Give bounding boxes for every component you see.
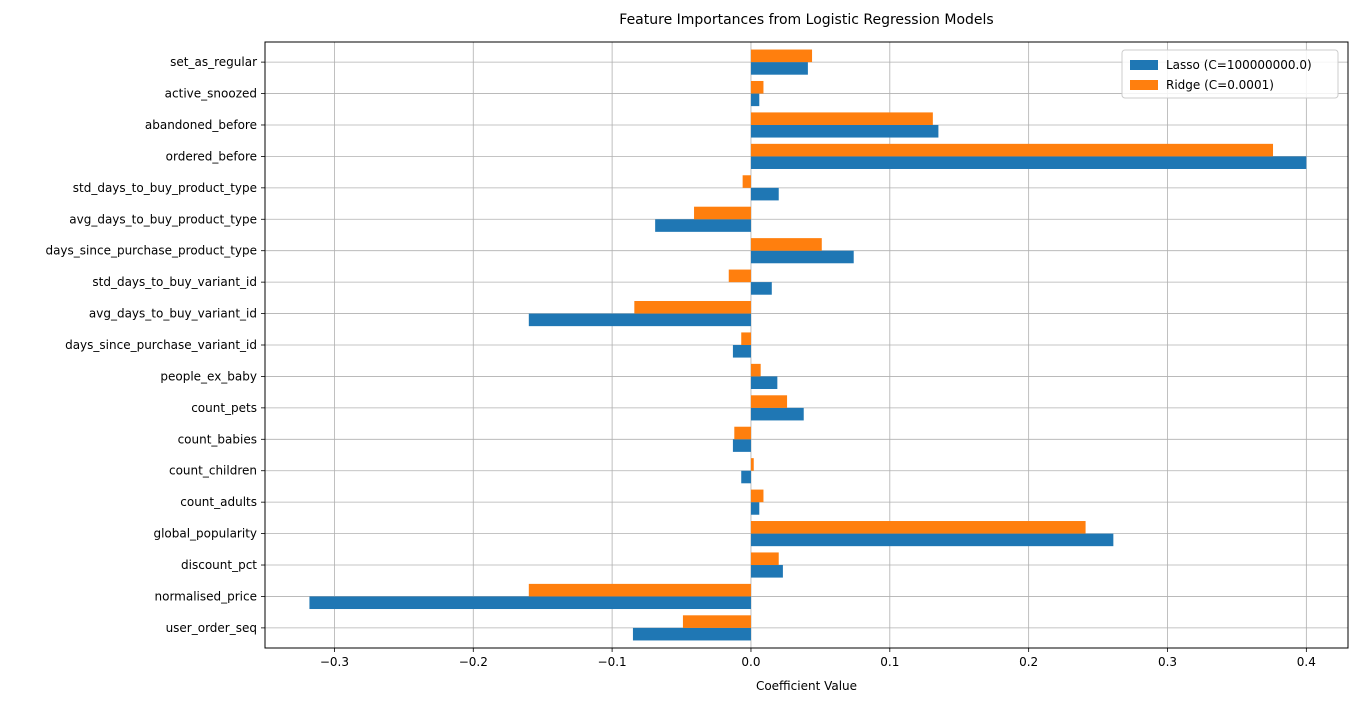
- y-tick-label-count-children: count_children: [169, 464, 257, 478]
- y-tick-label-people-ex-baby: people_ex_baby: [160, 369, 257, 383]
- bar-ridge-people-ex-baby: [750, 363, 761, 377]
- legend: Lasso (C=100000000.0) Ridge (C=0.0001): [1121, 49, 1339, 99]
- y-tick-label-count-adults: count_adults: [180, 495, 257, 509]
- x-tick-label: −0.1: [598, 655, 627, 669]
- bar-lasso-count-babies: [732, 439, 751, 452]
- bar-lasso-discount-pct: [750, 565, 783, 578]
- bar-ridge-count-pets: [750, 395, 788, 408]
- bar-ridge-days-since-purchase-variant-id: [741, 332, 751, 345]
- y-tick-label-std-days-to-buy-product-type: std_days_to_buy_product_type: [73, 181, 257, 195]
- x-tick-label: 0.2: [1019, 655, 1038, 669]
- bar-lasso-days-since-purchase-variant-id: [732, 345, 751, 358]
- bar-lasso-avg-days-to-buy-product-type: [655, 219, 751, 232]
- axis-ticks: −0.3 −0.2 −0.1 0.0 0.1 0.2 0.3 0.4 user_order_se…: [45, 55, 1315, 669]
- legend-swatch-lasso: [1130, 60, 1158, 70]
- bar-lasso-ordered-before: [750, 156, 1307, 169]
- bar-ridge-avg-days-to-buy-variant-id: [634, 300, 751, 314]
- bar-lasso-count-adults: [750, 502, 760, 515]
- bar-ridge-count-children: [750, 458, 754, 471]
- bar-lasso-normalised-price: [309, 596, 751, 610]
- bar-ridge-days-since-purchase-product-type: [750, 238, 822, 251]
- bar-ridge-std-days-to-buy-product-type: [742, 175, 751, 188]
- bar-ridge-normalised-price: [528, 583, 751, 597]
- y-tick-label-set-as-regular: set_as_regular: [170, 55, 257, 69]
- bar-lasso-avg-days-to-buy-variant-id: [528, 313, 751, 327]
- bar-ridge-discount-pct: [750, 552, 779, 566]
- bar-ridge-count-adults: [750, 489, 764, 503]
- y-tick-label-global-popularity: global_popularity: [153, 527, 257, 541]
- y-tick-label-days-since-purchase-variant-id: days_since_purchase_variant_id: [65, 338, 257, 352]
- x-tick-label: 0.1: [880, 655, 899, 669]
- y-tick-label-user-order-seq: user_order_seq: [166, 621, 257, 635]
- x-tick-label: 0.4: [1297, 655, 1316, 669]
- x-tick-label: −0.2: [459, 655, 488, 669]
- bar-ridge-set-as-regular: [750, 49, 813, 63]
- y-tick-label-count-babies: count_babies: [178, 432, 257, 446]
- bar-ridge-std-days-to-buy-variant-id: [728, 269, 751, 283]
- legend-swatch-ridge: [1130, 80, 1158, 90]
- bar-lasso-days-since-purchase-product-type: [750, 250, 854, 264]
- x-axis-label: Coefficient Value: [756, 679, 857, 693]
- y-tick-label-avg-days-to-buy-product-type: avg_days_to_buy_product_type: [69, 212, 257, 226]
- bar-lasso-active-snoozed: [750, 93, 760, 107]
- legend-label-ridge: Ridge (C=0.0001): [1166, 78, 1274, 92]
- bar-lasso-user-order-seq: [632, 627, 751, 641]
- bar-ridge-avg-days-to-buy-product-type: [694, 206, 751, 220]
- y-tick-label-avg-days-to-buy-variant-id: avg_days_to_buy_variant_id: [89, 307, 257, 321]
- bar-lasso-people-ex-baby: [750, 376, 778, 390]
- bar-ridge-abandoned-before: [750, 112, 933, 125]
- bar-lasso-count-children: [741, 470, 751, 484]
- y-tick-label-count-pets: count_pets: [191, 401, 257, 415]
- y-tick-label-std-days-to-buy-variant-id: std_days_to_buy_variant_id: [92, 275, 257, 289]
- bar-lasso-global-popularity: [750, 533, 1114, 547]
- legend-label-lasso: Lasso (C=100000000.0): [1166, 58, 1312, 72]
- bar-lasso-count-pets: [750, 407, 804, 421]
- x-tick-label: 0.0: [741, 655, 760, 669]
- bar-lasso-set-as-regular: [750, 62, 808, 75]
- bar-lasso-abandoned-before: [750, 124, 939, 138]
- bar-ridge-active-snoozed: [750, 80, 764, 94]
- x-tick-label: −0.3: [320, 655, 349, 669]
- bar-lasso-std-days-to-buy-product-type: [750, 187, 779, 201]
- y-tick-label-normalised-price: normalised_price: [155, 589, 258, 603]
- bar-ridge-ordered-before: [750, 143, 1274, 157]
- chart-title: Feature Importances from Logistic Regres…: [619, 12, 993, 28]
- y-tick-label-active-snoozed: active_snoozed: [165, 87, 257, 101]
- bar-ridge-global-popularity: [750, 521, 1086, 534]
- bar-ridge-user-order-seq: [682, 615, 751, 628]
- y-tick-label-discount-pct: discount_pct: [181, 558, 257, 572]
- y-tick-label-ordered-before: ordered_before: [166, 149, 257, 163]
- bars: [309, 49, 1307, 641]
- bar-ridge-count-babies: [734, 426, 751, 440]
- y-tick-label-days-since-purchase-product-type: days_since_purchase_product_type: [45, 244, 257, 258]
- x-tick-label: 0.3: [1158, 655, 1177, 669]
- bar-lasso-std-days-to-buy-variant-id: [750, 282, 772, 295]
- y-tick-label-abandoned-before: abandoned_before: [145, 118, 257, 132]
- legend-box: [1121, 49, 1339, 99]
